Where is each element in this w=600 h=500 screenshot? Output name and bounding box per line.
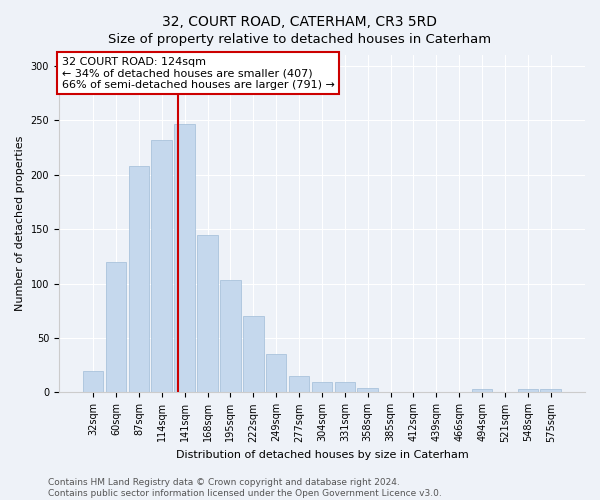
Bar	[151, 140, 172, 392]
Bar	[128, 166, 149, 392]
X-axis label: Distribution of detached houses by size in Caterham: Distribution of detached houses by size …	[176, 450, 469, 460]
Bar	[83, 370, 103, 392]
Bar	[541, 389, 561, 392]
Y-axis label: Number of detached properties: Number of detached properties	[15, 136, 25, 312]
Bar	[175, 124, 195, 392]
Text: Size of property relative to detached houses in Caterham: Size of property relative to detached ho…	[109, 32, 491, 46]
Bar	[358, 388, 378, 392]
Bar	[518, 389, 538, 392]
Bar	[311, 382, 332, 392]
Bar	[289, 376, 310, 392]
Bar	[243, 316, 263, 392]
Bar	[220, 280, 241, 392]
Bar	[197, 234, 218, 392]
Text: 32 COURT ROAD: 124sqm
← 34% of detached houses are smaller (407)
66% of semi-det: 32 COURT ROAD: 124sqm ← 34% of detached …	[62, 56, 334, 90]
Bar	[335, 382, 355, 392]
Text: Contains HM Land Registry data © Crown copyright and database right 2024.
Contai: Contains HM Land Registry data © Crown c…	[48, 478, 442, 498]
Bar	[266, 354, 286, 393]
Text: 32, COURT ROAD, CATERHAM, CR3 5RD: 32, COURT ROAD, CATERHAM, CR3 5RD	[163, 15, 437, 29]
Bar	[472, 389, 493, 392]
Bar	[106, 262, 126, 392]
